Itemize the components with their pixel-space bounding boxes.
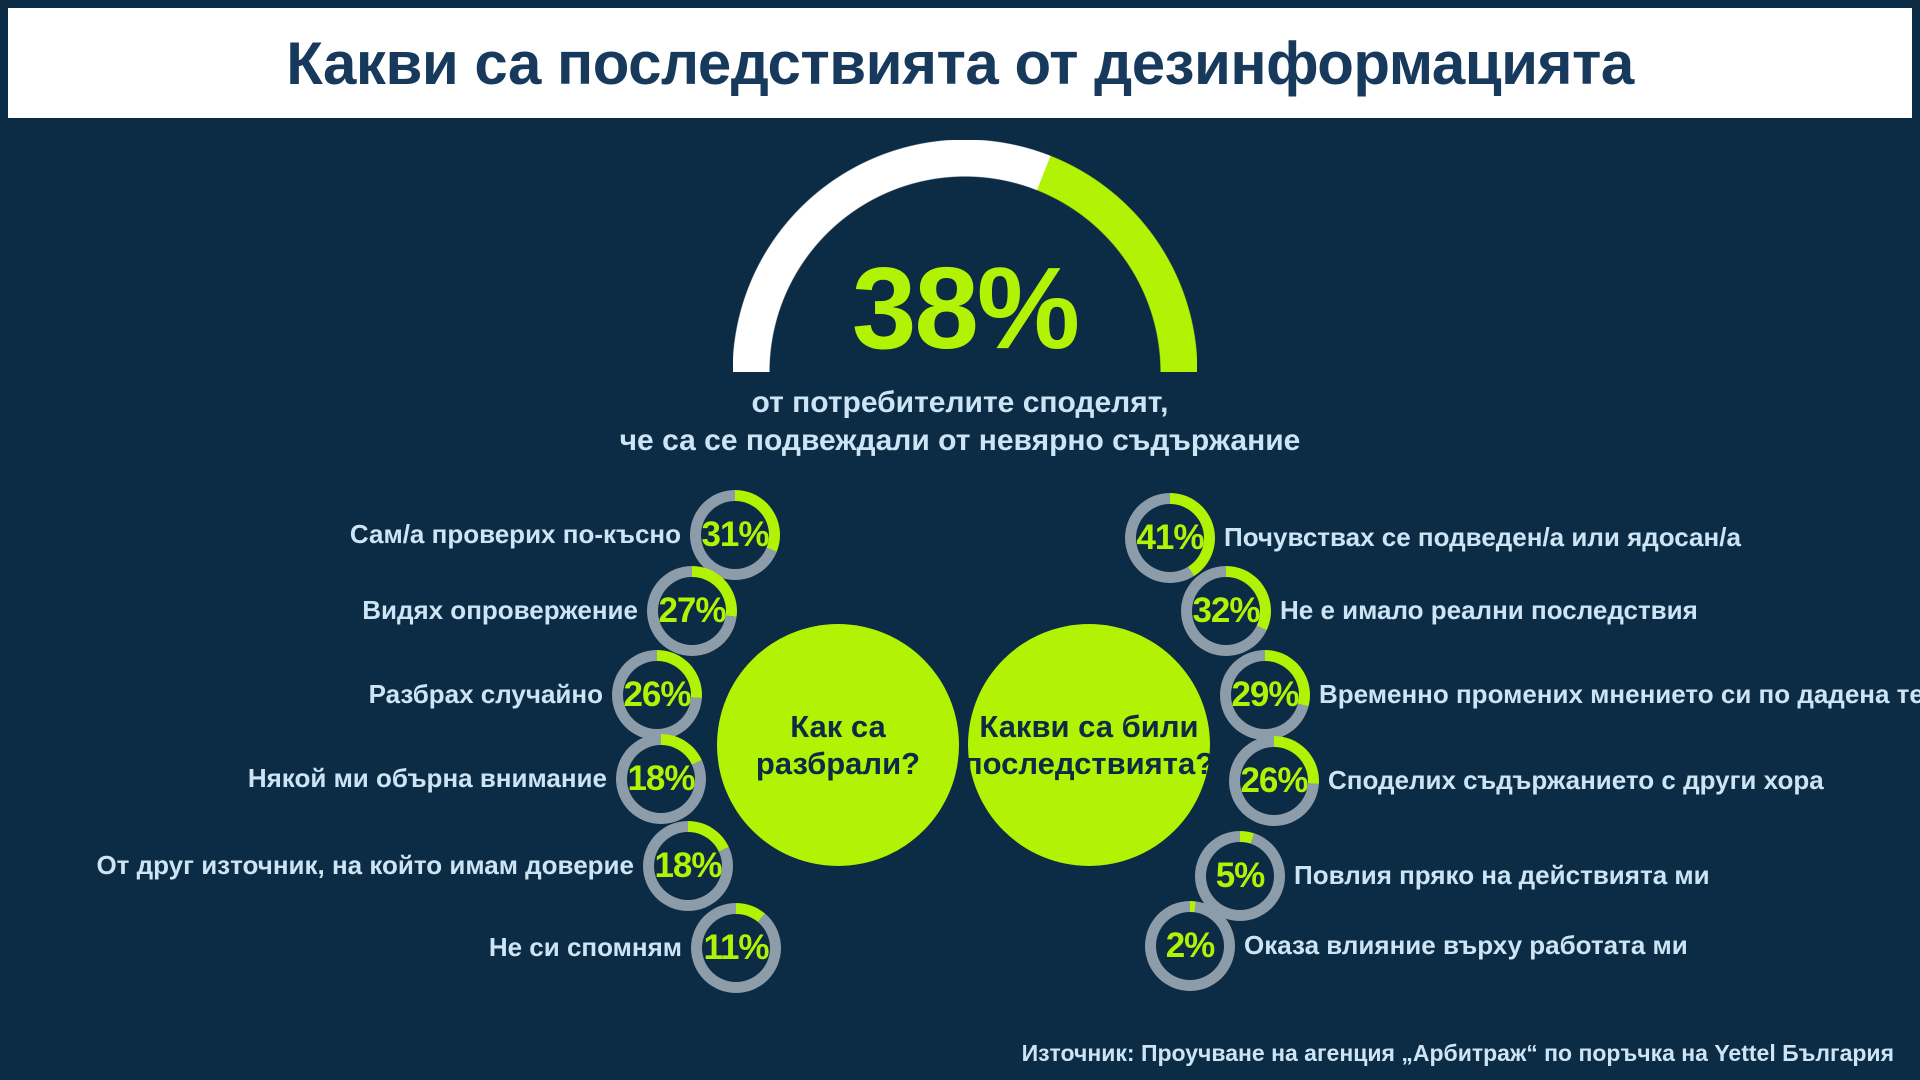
donut-chart: 18% <box>616 734 706 824</box>
donut-value: 26% <box>1240 761 1308 800</box>
stat-label: Видях опровержение <box>362 595 638 626</box>
question-circle-consequences-label: Какви са били последствията? <box>964 708 1214 782</box>
donut-value: 18% <box>654 846 722 885</box>
page-title: Какви са последствията от дезинформацият… <box>286 29 1634 97</box>
donut-value: 18% <box>627 759 695 798</box>
stat-label: Оказа влияние върху работата ми <box>1244 930 1688 961</box>
stat-label: Не си спомням <box>488 932 682 963</box>
stat-label: От друг източник, на който имам доверие <box>96 850 634 881</box>
donut-chart: 2% <box>1145 901 1235 991</box>
donut-value: 29% <box>1231 675 1299 714</box>
gauge-value: 38% <box>851 243 1080 373</box>
donut-value: 41% <box>1136 518 1204 557</box>
donut-chart: 29% <box>1220 650 1310 740</box>
donut-chart: 26% <box>1229 736 1319 826</box>
donut-chart: 32% <box>1181 566 1271 656</box>
question-line2: последствията? <box>963 746 1215 781</box>
donut-value: 31% <box>701 515 769 554</box>
question-line1: Какви са били <box>979 709 1199 744</box>
stat-label: Почувствах се подведен/а или ядосан/а <box>1224 522 1741 553</box>
stat-label: Не е имало реални последствия <box>1280 595 1698 626</box>
donut-value: 5% <box>1215 856 1266 895</box>
donut-value: 27% <box>658 591 726 630</box>
gauge-subtitle-line2: че са се подвеждали от невярно съдържани… <box>619 424 1301 457</box>
donut-chart: 31% <box>690 490 780 580</box>
stat-label: Временно промених мнението си по дадена … <box>1319 679 1920 710</box>
question-circle-how: Как са разбрали? <box>717 624 959 866</box>
gauge-subtitle: от потребителите споделят, че са се подв… <box>460 384 1460 460</box>
stat-label: Някой ми обърна внимание <box>247 763 607 794</box>
donut-chart: 11% <box>691 903 781 993</box>
donut-value: 32% <box>1192 591 1260 630</box>
donut-chart: 27% <box>647 566 737 656</box>
source-credit: Източник: Проучване на агенция „Арбитраж… <box>1021 1040 1894 1066</box>
donut-chart: 18% <box>643 821 733 911</box>
question-circle-consequences: Какви са били последствията? <box>964 624 1214 866</box>
question-circle-how-label: Как са разбрали? <box>755 709 921 781</box>
title-bar: Какви са последствията от дезинформацият… <box>8 8 1912 118</box>
stat-label: Повлия пряко на действията ми <box>1294 860 1710 891</box>
stat-label: Разбрах случайно <box>368 679 603 710</box>
donut-chart: 41% <box>1125 493 1215 583</box>
donut-value: 26% <box>623 675 691 714</box>
stat-label: Сам/а проверих по-късно <box>349 519 681 550</box>
donut-value: 11% <box>703 928 769 967</box>
stat-label: Споделих съдържанието с други хора <box>1328 765 1824 796</box>
gauge-subtitle-line1: от потребителите споделят, <box>751 386 1169 419</box>
donut-chart: 26% <box>612 650 702 740</box>
donut-value: 2% <box>1165 926 1216 965</box>
gauge-arc <box>733 140 1197 372</box>
